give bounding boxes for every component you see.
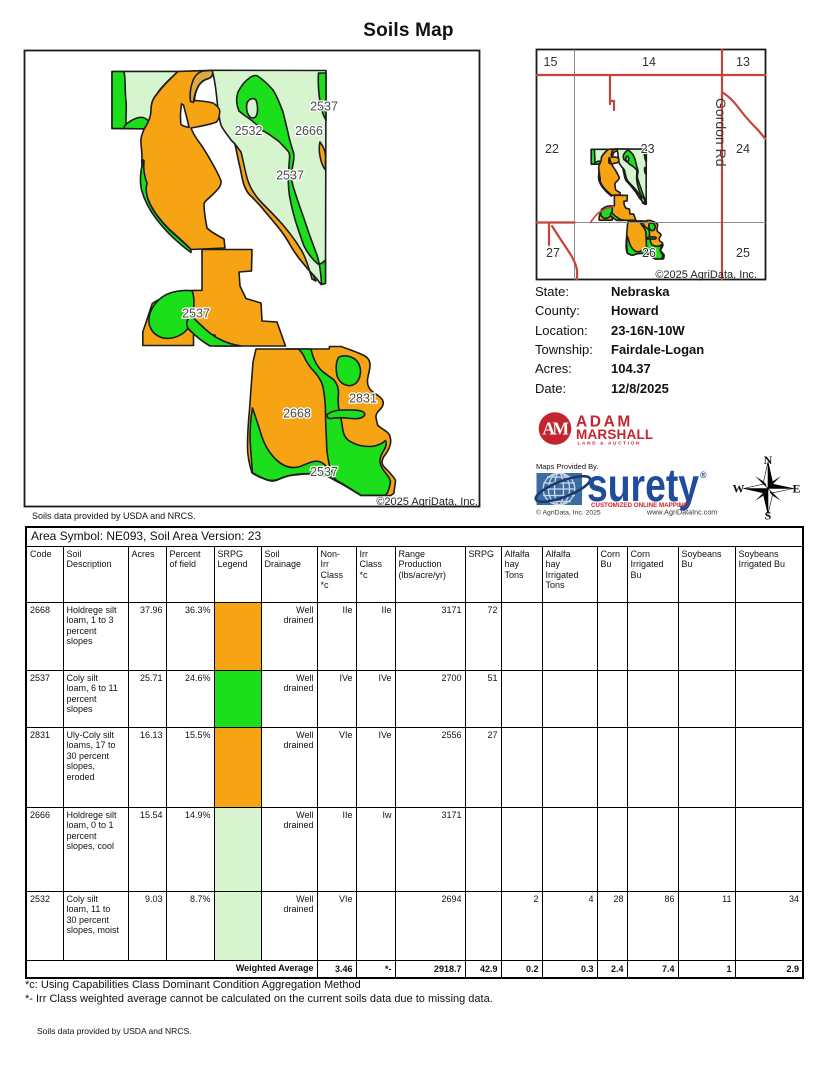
svg-text:22: 22 bbox=[545, 142, 559, 156]
svg-text:2668: 2668 bbox=[283, 407, 311, 421]
svg-text:14: 14 bbox=[642, 55, 656, 69]
svg-text:AM: AM bbox=[542, 419, 569, 439]
svg-text:Maps Provided By.: Maps Provided By. bbox=[536, 462, 598, 471]
svg-text:27: 27 bbox=[546, 246, 560, 260]
svg-text:MARSHALL: MARSHALL bbox=[576, 427, 653, 442]
svg-text:N: N bbox=[764, 453, 773, 467]
svg-text:LAND & AUCTION: LAND & AUCTION bbox=[578, 440, 642, 446]
svg-text:15: 15 bbox=[544, 55, 558, 69]
svg-text:2537: 2537 bbox=[276, 169, 304, 183]
svg-text:2537: 2537 bbox=[182, 307, 210, 321]
svg-text:CUSTOMIZED ONLINE MAPPING: CUSTOMIZED ONLINE MAPPING bbox=[591, 502, 688, 509]
svg-text:13: 13 bbox=[736, 55, 750, 69]
svg-text:2831: 2831 bbox=[349, 392, 377, 406]
svg-text:23: 23 bbox=[641, 142, 655, 156]
svg-text:surety: surety bbox=[587, 459, 699, 511]
svg-text:ADAM: ADAM bbox=[576, 414, 633, 431]
svg-text:2532: 2532 bbox=[235, 124, 263, 138]
svg-text:W: W bbox=[733, 482, 745, 496]
svg-text:25: 25 bbox=[736, 246, 750, 260]
svg-text:®: ® bbox=[700, 470, 707, 480]
svg-text:2537: 2537 bbox=[310, 100, 338, 114]
svg-text:E: E bbox=[792, 482, 800, 496]
svg-text:2666: 2666 bbox=[295, 124, 323, 138]
svg-text:24: 24 bbox=[736, 142, 750, 156]
svg-text:S: S bbox=[765, 509, 772, 523]
svg-text:© AgriData, Inc. 2025: © AgriData, Inc. 2025 bbox=[536, 509, 601, 517]
svg-text:Gordon Rd: Gordon Rd bbox=[713, 98, 729, 166]
svg-text:26: 26 bbox=[642, 246, 656, 260]
svg-text:www.AgriDataInc.com: www.AgriDataInc.com bbox=[646, 508, 717, 517]
svg-text:2537: 2537 bbox=[310, 465, 338, 479]
